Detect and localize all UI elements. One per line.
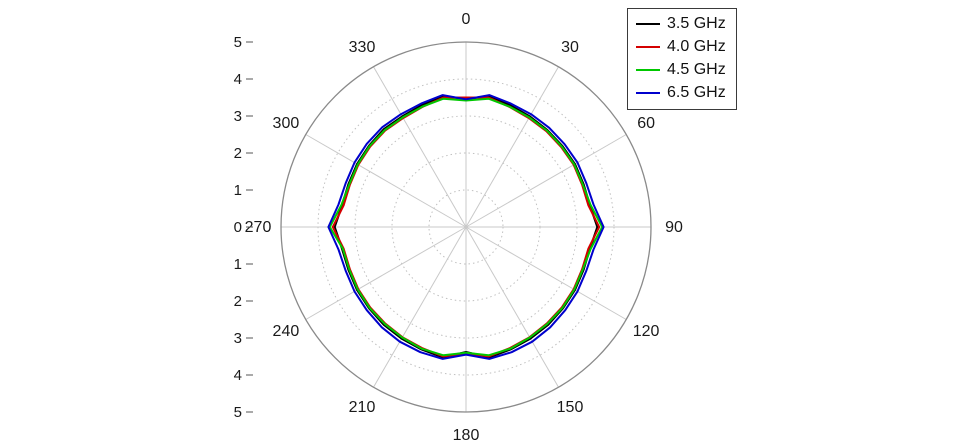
radial-tick-label: 4 <box>234 367 242 384</box>
series-path <box>327 94 605 360</box>
angle-tick-label: 240 <box>273 323 300 340</box>
radial-tick-label: 1 <box>234 256 242 273</box>
legend-label: 3.5 GHz <box>667 15 726 32</box>
grid-spoke <box>305 134 467 228</box>
radial-tick-label: 3 <box>234 330 242 347</box>
radial-tick-label: 3 <box>234 108 242 125</box>
grid-spoke <box>465 226 627 320</box>
legend-item: 4.5 GHz <box>636 60 726 80</box>
legend-item: 4.0 GHz <box>636 37 726 57</box>
angle-tick-label: 90 <box>665 219 683 236</box>
radial-tick-label: 4 <box>234 71 242 88</box>
legend-line-swatch <box>636 69 660 71</box>
legend-line-swatch <box>636 46 660 48</box>
legend-item: 3.5 GHz <box>636 14 726 34</box>
angle-tick-label: 120 <box>633 323 660 340</box>
grid-spoke <box>373 226 467 388</box>
series-path <box>328 97 604 357</box>
radial-tick-label: 2 <box>234 145 242 162</box>
angle-tick-label: 330 <box>349 39 376 56</box>
angle-tick-label: 30 <box>561 39 579 56</box>
legend-line-swatch <box>636 92 660 94</box>
angle-tick-label: 300 <box>273 115 300 132</box>
outer-circle <box>280 41 652 413</box>
legend-item: 6.5 GHz <box>636 83 726 103</box>
angle-tick-label: 60 <box>637 115 655 132</box>
radial-tick-label: 1 <box>234 182 242 199</box>
angle-tick-label: 0 <box>462 11 471 28</box>
grid-spoke <box>373 66 467 228</box>
legend: 3.5 GHz 4.0 GHz 4.5 GHz 6.5 GHz <box>627 8 737 110</box>
radial-tick-label: 0 <box>234 219 242 236</box>
grid-spoke <box>465 66 559 228</box>
radial-tick-label: 2 <box>234 293 242 310</box>
legend-line-swatch <box>636 23 660 25</box>
angle-tick-label: 150 <box>557 399 584 416</box>
grid-spoke <box>465 226 559 388</box>
legend-label: 4.5 GHz <box>667 61 726 78</box>
legend-label: 4.0 GHz <box>667 38 726 55</box>
angle-tick-label: 180 <box>453 427 480 444</box>
radial-tick-label: 5 <box>234 404 242 421</box>
grid-spoke <box>465 134 627 228</box>
grid-spoke <box>305 226 467 320</box>
radial-tick-label: 5 <box>234 34 242 51</box>
legend-label: 6.5 GHz <box>667 84 726 101</box>
angle-tick-label: 270 <box>245 219 272 236</box>
angle-tick-label: 210 <box>349 399 376 416</box>
